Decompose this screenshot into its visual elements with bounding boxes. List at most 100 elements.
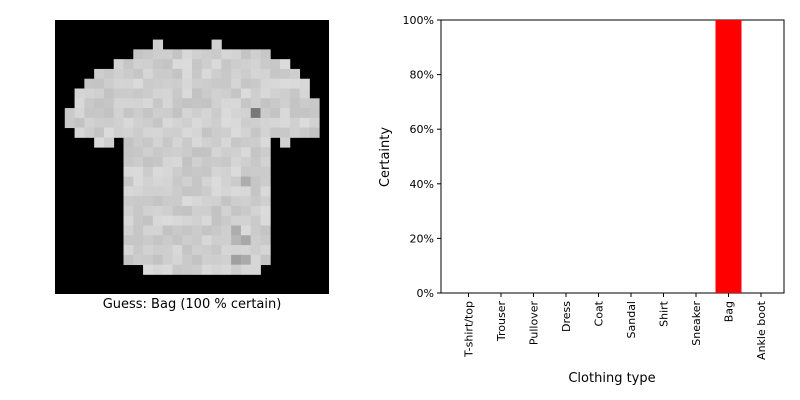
pixel [231, 235, 242, 246]
pixel [211, 98, 222, 109]
pixel [240, 157, 252, 168]
pixel [103, 78, 115, 89]
pixel [250, 245, 261, 256]
pixel [133, 245, 144, 256]
pixel [240, 166, 252, 177]
pixel [143, 205, 154, 217]
pixel [280, 108, 291, 119]
pixel [221, 117, 232, 129]
pixel [192, 59, 203, 70]
pixel [289, 88, 301, 99]
pixel [103, 88, 115, 99]
x-tick-label: Pullover [528, 301, 541, 346]
pixel [211, 59, 222, 70]
pixel [192, 254, 203, 266]
pixel [221, 186, 232, 197]
pixel [250, 235, 261, 246]
pixel [172, 157, 183, 168]
pixel [143, 235, 154, 246]
pixel [152, 108, 164, 119]
pixel [182, 176, 193, 187]
pixel [182, 49, 193, 60]
x-axis-ticks: T-shirt/top Trouser Pullover Dress Coat Sanda… [463, 293, 768, 360]
image-panel [55, 20, 329, 294]
pixel [231, 225, 242, 236]
pixel [260, 117, 271, 129]
pixel [162, 215, 173, 226]
pixel [260, 196, 271, 207]
pixel [162, 49, 173, 60]
pixel [211, 225, 222, 236]
pixel [280, 68, 291, 80]
pixel [280, 88, 291, 99]
pixel [231, 108, 242, 119]
pixel [221, 157, 232, 168]
pixel [240, 137, 252, 148]
pixel [113, 98, 124, 109]
pixel [192, 68, 203, 80]
pixel [260, 166, 271, 177]
pixel [211, 127, 222, 138]
pixel [84, 127, 95, 138]
pixel [211, 254, 222, 266]
pixel [152, 157, 164, 168]
pixel [289, 68, 301, 80]
pixel [133, 117, 144, 129]
pixel [201, 196, 212, 207]
pixel [103, 127, 115, 138]
pixel [221, 59, 232, 70]
pixel [74, 117, 85, 129]
pixel [250, 166, 261, 177]
pixel [172, 117, 183, 129]
pixel [231, 254, 242, 266]
pixel [152, 59, 164, 70]
pixel [299, 117, 310, 129]
x-tick-label: Coat [593, 300, 606, 326]
pixel [231, 264, 242, 275]
pixel [152, 78, 164, 89]
pixel [289, 98, 301, 109]
tshirt-pixel-image [64, 39, 320, 275]
pixel [221, 147, 232, 158]
pixel [143, 254, 154, 266]
pixel [192, 176, 203, 187]
pixel [172, 59, 183, 70]
pixel [250, 225, 261, 236]
pixel [172, 225, 183, 236]
pixel [182, 235, 193, 246]
pixel [172, 254, 183, 266]
pixel [162, 186, 173, 197]
pixel [250, 108, 261, 119]
pixel [201, 157, 212, 168]
pixel [211, 186, 222, 197]
pixel [143, 196, 154, 207]
pixel [211, 196, 222, 207]
pixel [270, 127, 281, 138]
pixel [231, 78, 242, 89]
pixel [123, 137, 134, 148]
pixel [201, 176, 212, 187]
pixel [240, 78, 252, 89]
pixel [162, 127, 173, 138]
pixel [221, 127, 232, 138]
pixel [250, 186, 261, 197]
pixel [299, 78, 310, 89]
guess-caption: Guess: Bag (100 % certain) [102, 297, 282, 312]
pixel [152, 215, 164, 226]
pixel [201, 68, 212, 80]
pixel [182, 127, 193, 138]
pixel [123, 88, 134, 99]
pixel [123, 127, 134, 138]
pixel [299, 98, 310, 109]
pixel [221, 245, 232, 256]
pixel [260, 98, 271, 109]
pixel [240, 264, 252, 275]
pixel [103, 108, 115, 119]
pixel [260, 68, 271, 80]
pixel [280, 137, 291, 148]
pixel [250, 157, 261, 168]
pixel [221, 205, 232, 217]
bar-bag [715, 20, 742, 293]
pixel [182, 88, 193, 99]
pixel [221, 264, 232, 275]
